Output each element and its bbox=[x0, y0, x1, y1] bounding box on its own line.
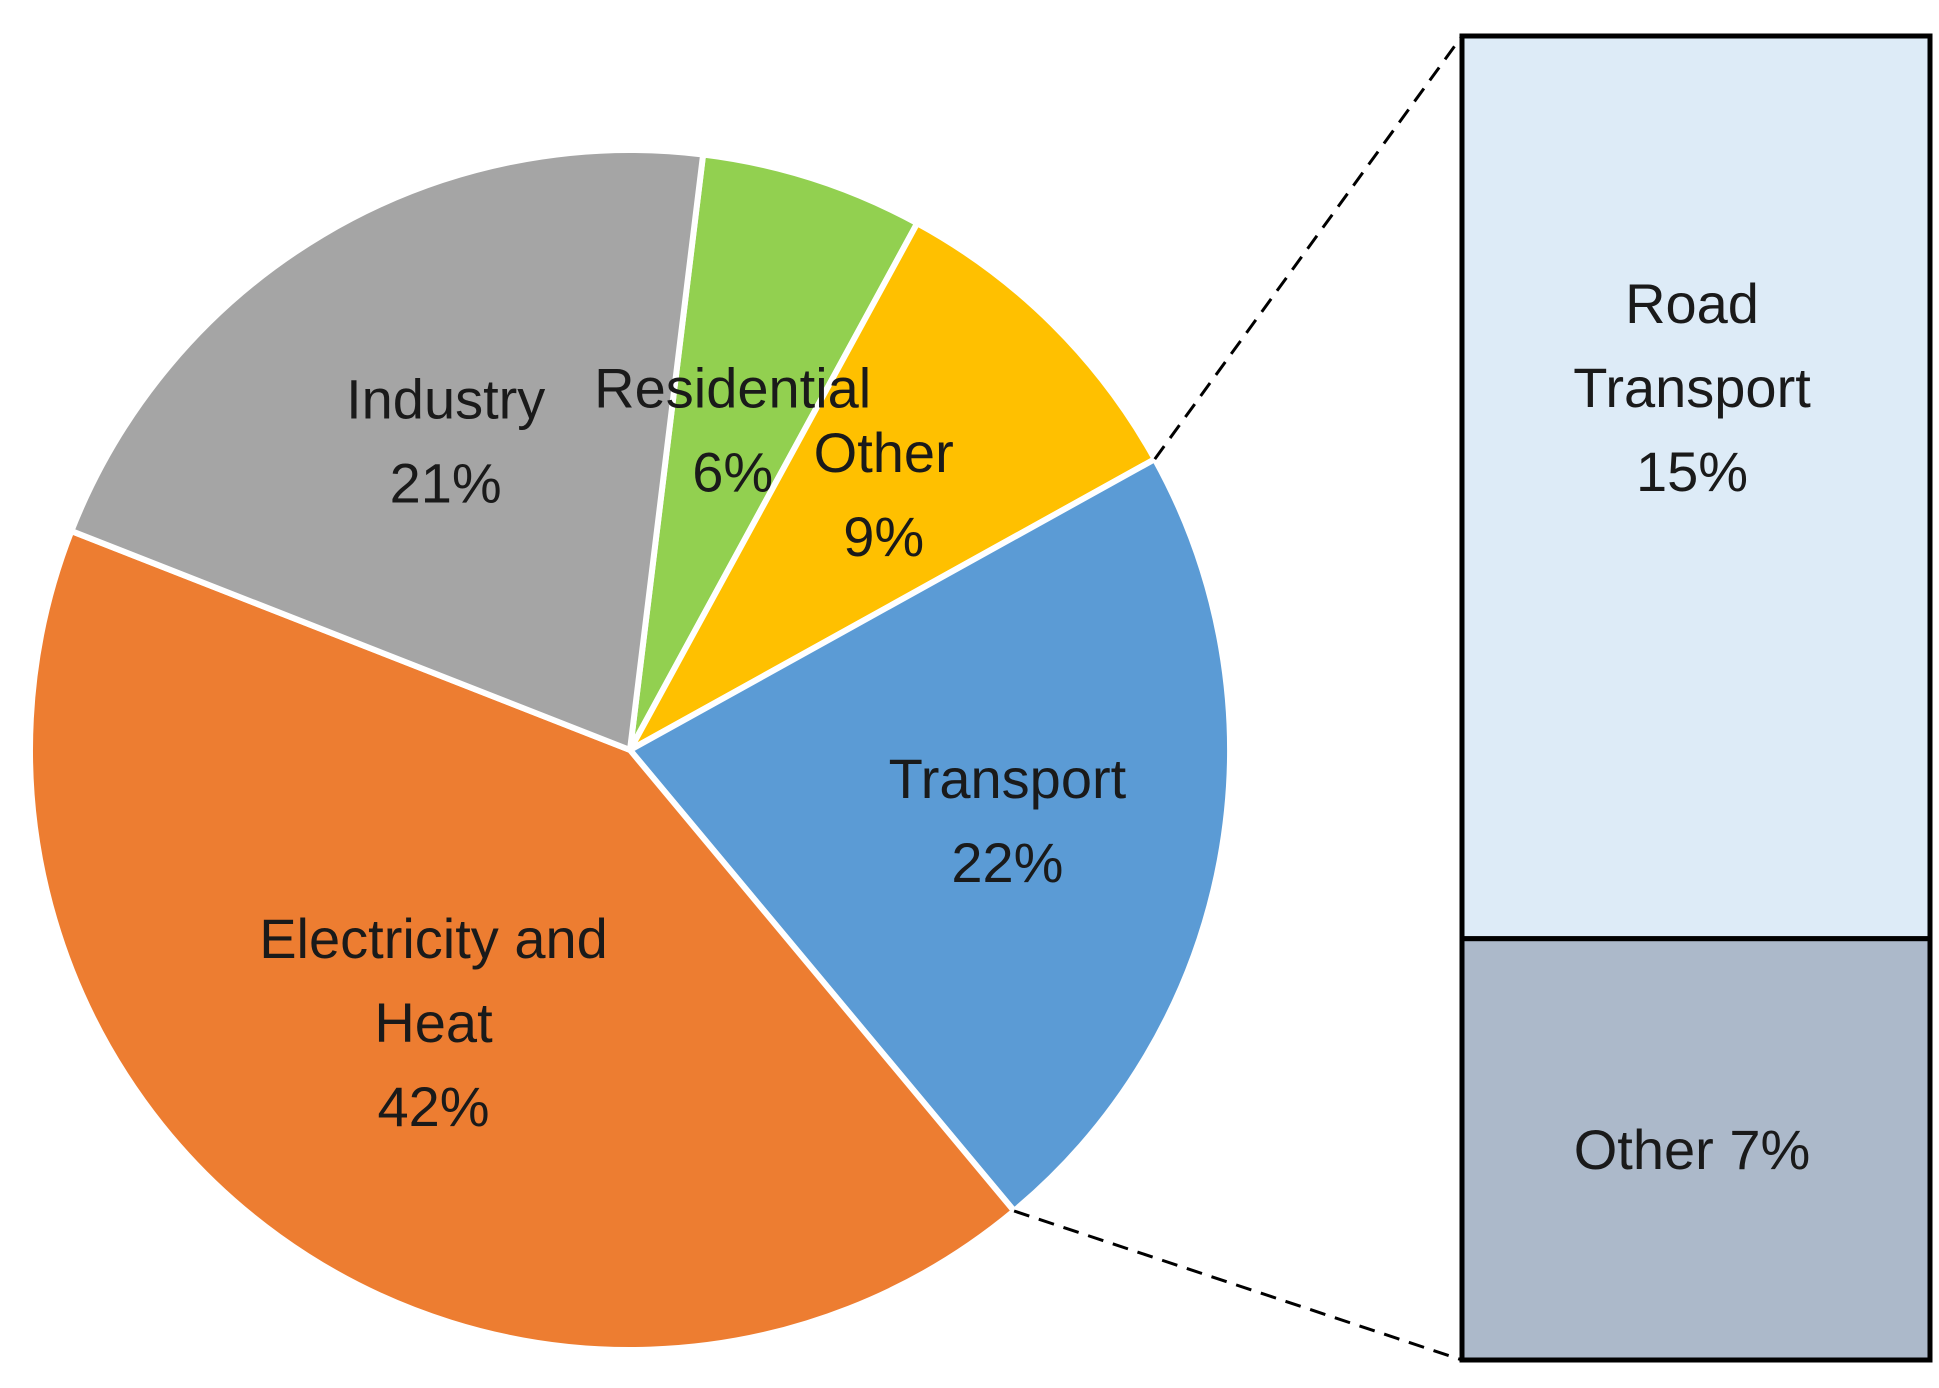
bar-label-line: Road bbox=[1625, 272, 1759, 335]
bar-segment-other bbox=[1459, 936, 1933, 1363]
pie-label-other: Other 9% bbox=[814, 421, 954, 568]
pie-label-transport: Transport 22% bbox=[889, 747, 1127, 894]
pie-slice-electricity-and-heat bbox=[27, 528, 1018, 1353]
pie-label-industry: Industry 21% bbox=[346, 367, 545, 514]
pie-slice-industry bbox=[68, 147, 707, 753]
pie-label-line: Other bbox=[814, 421, 954, 484]
pie-label-line: 42% bbox=[377, 1075, 489, 1138]
pie-chart: Residential 6% Other 9% Transport 22% Electric… bbox=[27, 147, 1234, 1353]
pie-label-line: Transport bbox=[889, 747, 1127, 810]
bar-segment-road-transport bbox=[1459, 33, 1933, 942]
transport-breakdown-bar: Road Transport 15% Other 7% bbox=[1459, 33, 1933, 1363]
pie-label-line: 9% bbox=[843, 505, 924, 568]
pie-label-line: Industry bbox=[346, 367, 545, 430]
pie-slice-transport bbox=[627, 456, 1234, 1214]
pie-slice-other bbox=[627, 220, 1158, 753]
pie-label-electricity-and-heat: Electricity and Heat 42% bbox=[259, 907, 608, 1138]
pie-label-line: 21% bbox=[390, 451, 502, 514]
pie-label-line: Residential bbox=[594, 357, 871, 420]
bar-label-road-transport: Road Transport 15% bbox=[1573, 272, 1811, 503]
bar-label-other: Other 7% bbox=[1574, 1118, 1811, 1181]
pie-slice-residential bbox=[627, 151, 921, 753]
pie-label-residential: Residential 6% bbox=[594, 357, 871, 504]
pie-label-line: Heat bbox=[374, 991, 493, 1054]
pie-label-line: Electricity and bbox=[259, 907, 608, 970]
pie-label-line: 22% bbox=[951, 831, 1063, 894]
connector-line-bottom bbox=[1013, 1209, 1463, 1362]
connector-line-top bbox=[1153, 35, 1464, 460]
bar-label-line: Transport bbox=[1573, 356, 1811, 419]
bar-label-line: Other 7% bbox=[1574, 1118, 1811, 1181]
bar-label-line: 15% bbox=[1636, 440, 1748, 503]
breakdown-connectors bbox=[1013, 35, 1464, 1362]
pie-label-line: 6% bbox=[692, 441, 773, 504]
